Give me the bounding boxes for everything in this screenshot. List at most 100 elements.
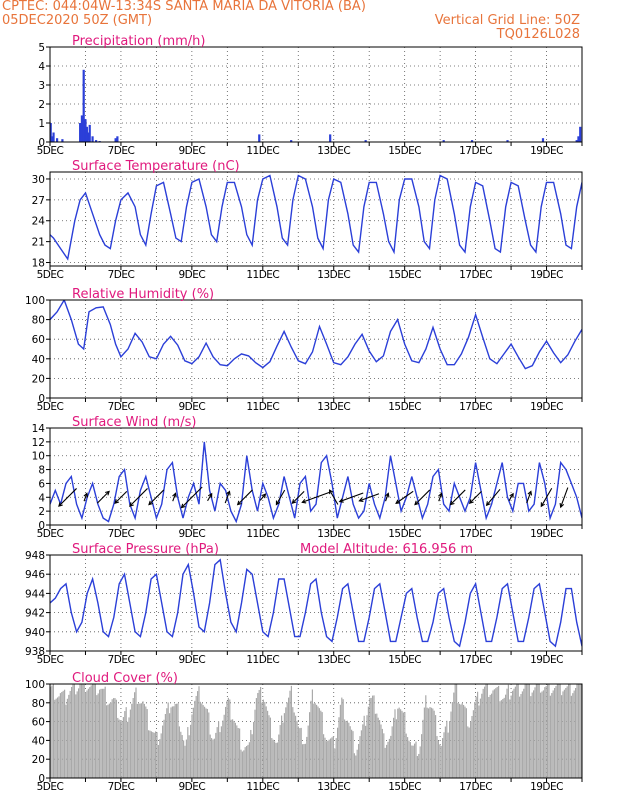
wind-arrow — [259, 493, 266, 501]
cloud-bar — [373, 695, 375, 778]
cloud-bar — [271, 738, 273, 778]
cloud-bar — [152, 732, 154, 778]
cloud-bar — [450, 711, 452, 778]
cloud-bar — [114, 698, 116, 778]
cloud-bar — [540, 692, 542, 778]
y-tick-label: 0 — [38, 393, 45, 405]
cloud-bar — [394, 709, 396, 778]
cloud-bar — [496, 687, 498, 778]
cloud-bar — [169, 713, 171, 778]
x-tick-label: 17DEC — [459, 654, 492, 666]
cloud-bar — [380, 724, 382, 778]
cloud-bar — [127, 721, 129, 778]
cloud-bar — [530, 696, 532, 778]
cloud-bar — [362, 724, 364, 778]
cloud-bar — [250, 729, 252, 778]
cloud-bar — [334, 748, 336, 778]
cloud-bar — [178, 726, 180, 778]
cloud-bar — [321, 712, 323, 778]
wind-arrow-head — [527, 490, 533, 496]
wind-arrow — [508, 493, 514, 502]
wind-arrow — [275, 489, 286, 505]
cloud-bar — [255, 698, 257, 778]
panel-frame — [49, 299, 583, 399]
cloud-bar — [558, 684, 560, 778]
cloud-bar — [456, 684, 458, 778]
cloud-bar — [142, 701, 144, 778]
cloud-bar — [318, 708, 320, 778]
wind-arrow-head — [83, 492, 89, 498]
cloud-bar — [108, 703, 110, 778]
cloud-bar — [202, 705, 204, 778]
y-tick-label: 8 — [38, 465, 45, 477]
cloud-bar — [180, 731, 182, 778]
wind-arrow-head — [291, 499, 297, 505]
cloud-bar — [206, 708, 208, 778]
y-tick-label: 940 — [25, 627, 45, 639]
cloud-bar — [426, 707, 428, 778]
cloud-bar — [198, 686, 200, 778]
cloud-bar — [446, 720, 448, 778]
cloud-bar — [292, 707, 294, 778]
panel-title: Surface Pressure (hPa) — [72, 542, 219, 557]
cloud-bar — [477, 691, 479, 778]
cloud-bar — [310, 700, 312, 778]
precip-bar — [82, 69, 85, 142]
panel-frame — [49, 46, 583, 143]
cloud-bar — [460, 704, 462, 778]
x-tick-label: 5DEC — [37, 528, 64, 540]
cloud-bar — [286, 702, 288, 778]
cloud-bar — [296, 721, 298, 778]
cloud-bar — [437, 740, 439, 778]
cloud-bar — [121, 720, 123, 778]
cloud-bar — [215, 732, 217, 778]
cloud-bar — [313, 703, 315, 778]
precip-bar — [50, 123, 52, 142]
x-tick-label: 13DEC — [317, 781, 350, 793]
cloud-bar — [281, 715, 283, 778]
x-tick-label: 13DEC — [317, 401, 350, 413]
cloud-bar — [216, 727, 218, 778]
cloud-bar — [552, 690, 554, 778]
cloud-bar — [93, 684, 95, 778]
cloud-bar — [162, 725, 164, 778]
precip-bar — [258, 134, 261, 142]
x-tick-label: 15DEC — [388, 269, 421, 281]
cloud-bar — [523, 688, 525, 778]
cloud-bar — [419, 746, 421, 778]
cloud-bar — [411, 745, 413, 778]
precip-bar — [80, 115, 84, 142]
cloud-bar — [374, 713, 376, 778]
cloud-bar — [348, 722, 350, 778]
cloud-bar — [436, 736, 438, 778]
wind-arrow — [292, 491, 305, 504]
plot-area-cloud — [50, 684, 582, 778]
cloud-bar — [407, 737, 409, 778]
cloud-bar — [181, 735, 183, 778]
cloud-bar — [274, 741, 276, 778]
wind-arrow-head — [275, 500, 281, 506]
cloud-bar — [535, 684, 537, 778]
cloud-bar — [220, 726, 222, 778]
cloud-bar — [449, 721, 451, 778]
cloud-bar — [307, 725, 309, 778]
cloud-bar — [416, 756, 418, 778]
cloud-bar — [146, 709, 148, 778]
cloud-bar — [83, 684, 85, 778]
panel-pres: 938 940 942 944 946 948 5DEC 7DEC 9DEC 11DEC 13DEC… — [25, 542, 583, 666]
precip-bar — [577, 136, 580, 142]
cloud-bar — [150, 731, 152, 778]
cloud-bar — [349, 726, 351, 778]
cloud-bar — [353, 753, 355, 778]
x-tick-label: 19DEC — [530, 269, 563, 281]
cloud-bar — [388, 738, 390, 778]
wind-arrow-head — [114, 499, 120, 505]
cloud-bar — [464, 706, 466, 778]
cloud-bar — [156, 732, 158, 778]
wind-arrow-head — [226, 490, 231, 496]
y-tick-label: 942 — [25, 608, 45, 620]
cloud-bar — [171, 706, 173, 778]
cloud-bar — [183, 740, 185, 778]
cloud-bar — [194, 700, 196, 778]
panel-frame — [49, 427, 583, 526]
